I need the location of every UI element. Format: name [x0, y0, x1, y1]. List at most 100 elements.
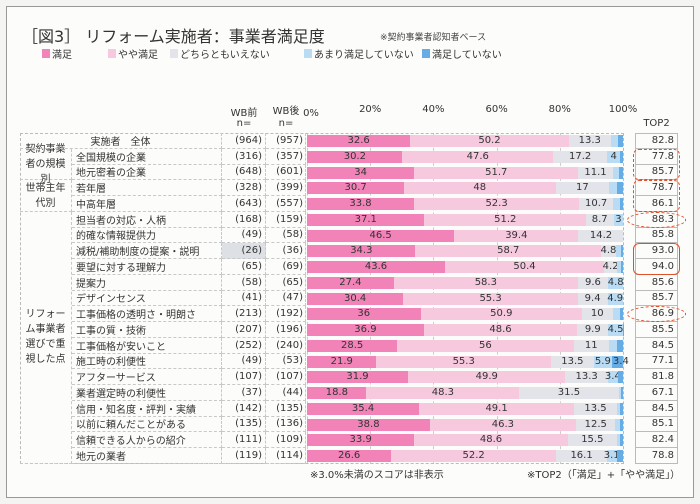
n-after: (114) — [266, 448, 306, 464]
n-before: (643) — [222, 196, 266, 212]
bar-label-neutral: 14.2 — [589, 229, 613, 241]
bar-segment-satisfied — [307, 339, 398, 352]
n-after: (65) — [266, 274, 306, 291]
bar-label-somewhat-dissatisfied: 3.1 — [603, 450, 620, 461]
bar-label-neutral: 9.4 — [584, 292, 601, 304]
bar-segment-satisfied — [307, 182, 404, 195]
bar-label-neutral: 9.6 — [584, 276, 601, 288]
bar-segment-somewhat-satisfied — [404, 182, 556, 195]
n-after: (357) — [266, 148, 306, 165]
legend-swatch — [422, 49, 430, 58]
n-before: (328) — [222, 180, 266, 196]
bar-label-satisfied: 33.9 — [349, 434, 372, 446]
bar-segment-neutral — [574, 402, 617, 415]
bar-label-somewhat-satisfied: 55.3 — [452, 355, 475, 367]
bar-segment-neutral — [519, 387, 619, 399]
bar-label-somewhat-satisfied: 48.6 — [489, 324, 512, 335]
bar-label-neutral: 16.1 — [570, 450, 593, 461]
bar-segment-neutral — [577, 292, 608, 305]
n-before: (49) — [222, 227, 266, 244]
bar-label-somewhat-satisfied: 48.3 — [431, 387, 454, 398]
bar-label-satisfied: 32.6 — [347, 135, 370, 146]
bar-label-somewhat-dissatisfied: 4 — [610, 150, 617, 162]
bar-segment-dissatisfied — [618, 371, 623, 384]
n-before: (119) — [222, 448, 266, 464]
bar-segment-dissatisfied — [616, 339, 623, 352]
row-group-label: 契約事業者の規模別 — [20, 144, 72, 185]
bar-segment-somewhat-dissatisfied — [613, 213, 623, 226]
top2-value: 77.8 — [635, 149, 678, 165]
n-before: (26) — [222, 243, 266, 259]
chart-subtitle: ※契約事業者認知者ベース — [380, 33, 487, 43]
bar-segment-somewhat-satisfied — [391, 450, 556, 462]
n-after: (240) — [266, 337, 306, 354]
bar-label-neutral: 17.2 — [569, 150, 592, 162]
row-label: 若年層 — [72, 180, 222, 196]
n-after: (159) — [266, 211, 306, 228]
bar-label-neutral: 15.5 — [581, 434, 604, 446]
bar-segment-somewhat-satisfied — [397, 339, 574, 352]
bar-segment-dissatisfied — [619, 418, 623, 431]
bar-label-neutral: 10 — [590, 308, 604, 320]
bar-label-satisfied: 21.9 — [330, 355, 353, 367]
n-after: (47) — [266, 290, 306, 307]
bar-segment-dissatisfied — [619, 308, 623, 321]
highlight-marker — [627, 211, 686, 228]
header-n-after: n= — [278, 118, 294, 129]
bar-segment-neutral — [586, 213, 614, 226]
row-label: 提案力 — [72, 274, 222, 291]
row-label: 信用・知名度・評判・実績 — [72, 400, 222, 417]
row-label: 担当者の対応・人柄 — [72, 211, 222, 228]
row-label: 地元密着の企業 — [72, 164, 222, 181]
bar-segment-somewhat-dissatisfied — [610, 135, 619, 147]
bar-label-neutral: 9.9 — [584, 324, 601, 335]
bar-segment-satisfied — [307, 229, 454, 242]
bar-label-neutral: 11.1 — [584, 166, 607, 178]
bar-segment-somewhat-satisfied — [423, 324, 578, 336]
row-group-label: 世帯主年代別 — [20, 180, 72, 212]
x-tick-label: 80% — [548, 104, 571, 115]
n-before: (316) — [222, 148, 266, 165]
bar-segment-dissatisfied — [620, 402, 623, 415]
bar-label-somewhat-satisfied: 58.7 — [497, 245, 520, 257]
bar-label-somewhat-satisfied: 48.6 — [479, 434, 503, 446]
row-label: アフターサービス — [72, 369, 222, 385]
bar-segment-somewhat-satisfied — [415, 245, 601, 258]
row-label: 工事の質・技術 — [72, 322, 222, 338]
bar-label-neutral: 13.3 — [575, 371, 598, 383]
bar-segment-somewhat-dissatisfied — [606, 450, 617, 462]
bar-segment-satisfied — [307, 150, 403, 163]
n-before: (37) — [222, 385, 266, 401]
bar-segment-dissatisfied — [616, 450, 623, 462]
bar-segment-somewhat-dissatisfied — [593, 355, 613, 368]
bar-label-satisfied: 46.5 — [369, 229, 392, 241]
bar-label-somewhat-satisfied: 46.3 — [491, 418, 515, 430]
bar-segment-somewhat-satisfied — [414, 166, 578, 179]
bar-segment-neutral — [578, 229, 624, 242]
n-after: (58) — [266, 227, 306, 244]
bar-segment-dissatisfied — [620, 434, 623, 447]
x-tick-label: 0% — [303, 108, 319, 119]
bar-label-neutral: 13.3 — [578, 135, 601, 146]
legend-label: やや満足 — [118, 50, 158, 61]
bar-label-neutral: 8.7 — [591, 213, 608, 225]
table-border — [20, 133, 624, 464]
bar-segment-somewhat-satisfied — [429, 418, 576, 431]
bar-label-somewhat-satisfied: 52.3 — [485, 198, 508, 209]
legend-swatch — [304, 49, 312, 58]
bar-segment-somewhat-dissatisfied — [612, 198, 620, 210]
bar-segment-satisfied — [307, 213, 425, 226]
legend-item: 満足していない — [422, 46, 502, 61]
bar-label-satisfied: 43.6 — [364, 261, 388, 272]
n-after: (109) — [266, 432, 306, 448]
row-group-label: リフォーム事業者選びで重視した点 — [20, 211, 72, 464]
n-after: (192) — [266, 306, 306, 322]
bar-label-somewhat-satisfied: 56 — [479, 339, 492, 351]
n-before: (213) — [222, 306, 266, 322]
top2-value: 84.5 — [635, 401, 678, 417]
bar-label-satisfied: 18.8 — [325, 387, 348, 398]
bar-segment-somewhat-dissatisfied — [609, 182, 618, 195]
bar-label-somewhat-satisfied: 49.1 — [485, 402, 508, 414]
header-n-before: n= — [236, 118, 252, 129]
row-label: 全国規模の企業 — [72, 148, 222, 165]
